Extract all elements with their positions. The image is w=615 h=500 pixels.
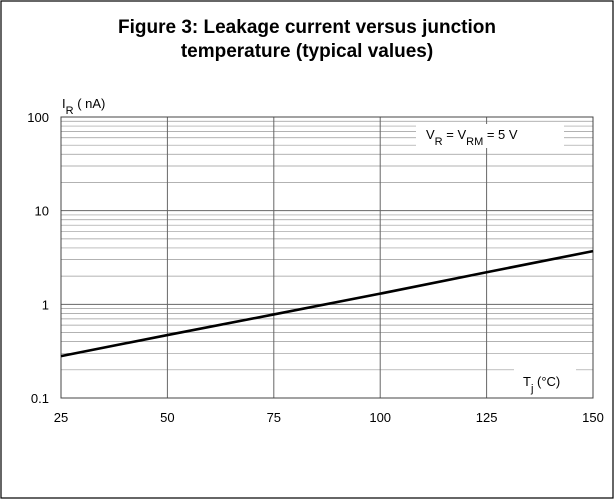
annotation: VR = VRM = 5 V (426, 127, 518, 148)
annotation-part: RM (466, 136, 483, 148)
chart-title: Figure 3: Leakage current versus junctio… (118, 17, 496, 38)
chart-title: temperature (typical values) (181, 41, 433, 62)
data-line (60, 249, 594, 358)
annotation-background (416, 124, 564, 148)
y-axis-label: IR ( nA) (62, 96, 105, 117)
annotation-part: R (435, 136, 443, 148)
y-tick-label: 100 (27, 110, 49, 125)
annotation-part: V (426, 127, 435, 142)
annotation-part: = 5 V (483, 127, 518, 142)
y-axis-label-part: ( nA) (74, 96, 106, 111)
x-axis-label-part: (°C) (533, 374, 560, 389)
x-tick-label: 25 (54, 410, 68, 425)
x-tick-label: 75 (267, 410, 281, 425)
x-axis-label-part: T (523, 374, 531, 389)
annotation-part: = V (443, 127, 467, 142)
x-axis-label-part: j (530, 383, 533, 395)
x-axis-label-background (514, 369, 576, 393)
x-axis-label: Tj (°C) (523, 374, 560, 395)
x-tick-label: 125 (476, 410, 498, 425)
y-axis-label-part: R (66, 105, 74, 117)
y-axis-label-part: I (62, 96, 66, 111)
x-tick-label: 100 (369, 410, 391, 425)
y-tick-label: 10 (35, 204, 49, 219)
plot-area (60, 116, 594, 399)
y-tick-label: 0.1 (31, 391, 49, 406)
x-tick-label: 150 (582, 410, 604, 425)
y-tick-label: 1 (42, 297, 49, 312)
x-tick-label: 50 (160, 410, 174, 425)
